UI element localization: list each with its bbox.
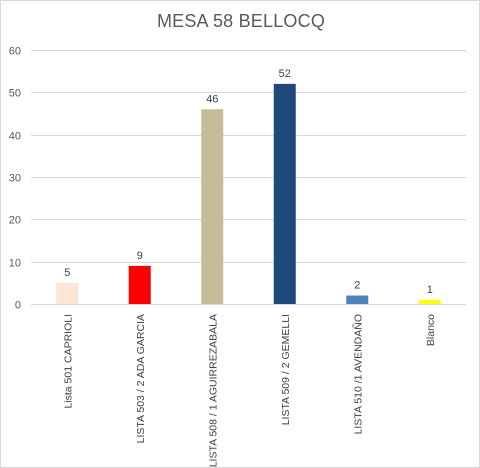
data-label: 2: [354, 280, 360, 292]
data-label: 9: [137, 250, 143, 262]
x-tick-label: LISTA 510 /1 AVENDAÑO: [351, 314, 364, 434]
x-tick-label: LISTA 503 / 2 ADA GARCIA: [135, 314, 147, 443]
bar: [273, 83, 296, 304]
y-tick-label: 40: [9, 131, 21, 143]
bar: [201, 109, 224, 305]
x-tick-label: LISTA 509 / 2 GEMELLI: [280, 314, 292, 425]
data-label: 52: [279, 68, 291, 80]
chart-title: MESA 58 BELLOCQ: [156, 11, 326, 31]
bar: [128, 265, 151, 304]
bar: [346, 295, 369, 304]
bar: [418, 299, 441, 304]
data-label: 5: [64, 267, 70, 279]
x-tick-label: Blanco: [425, 314, 437, 346]
y-tick-label: 0: [15, 300, 21, 312]
y-tick-label: 20: [9, 215, 21, 227]
x-tick-label: Lista 501 CAPRIOLI: [62, 314, 74, 409]
y-tick-label: 10: [9, 258, 21, 270]
y-axis: 0 10 20 30 40 50 60: [9, 46, 21, 312]
y-tick-label: 60: [9, 46, 21, 58]
y-tick-label: 30: [9, 173, 21, 185]
data-label: 1: [427, 284, 433, 296]
data-labels: 5 9 46 52 2 1: [64, 68, 433, 296]
bars: [56, 83, 441, 305]
x-axis: Lista 501 CAPRIOLI LISTA 503 / 2 ADA GARC…: [62, 314, 437, 467]
bar: [56, 282, 79, 304]
x-tick-label: LISTA 508 / 1 AGUIRREZABALA: [207, 314, 219, 467]
gridlines: [31, 50, 466, 305]
data-label: 46: [206, 93, 218, 105]
y-tick-label: 50: [9, 88, 21, 100]
